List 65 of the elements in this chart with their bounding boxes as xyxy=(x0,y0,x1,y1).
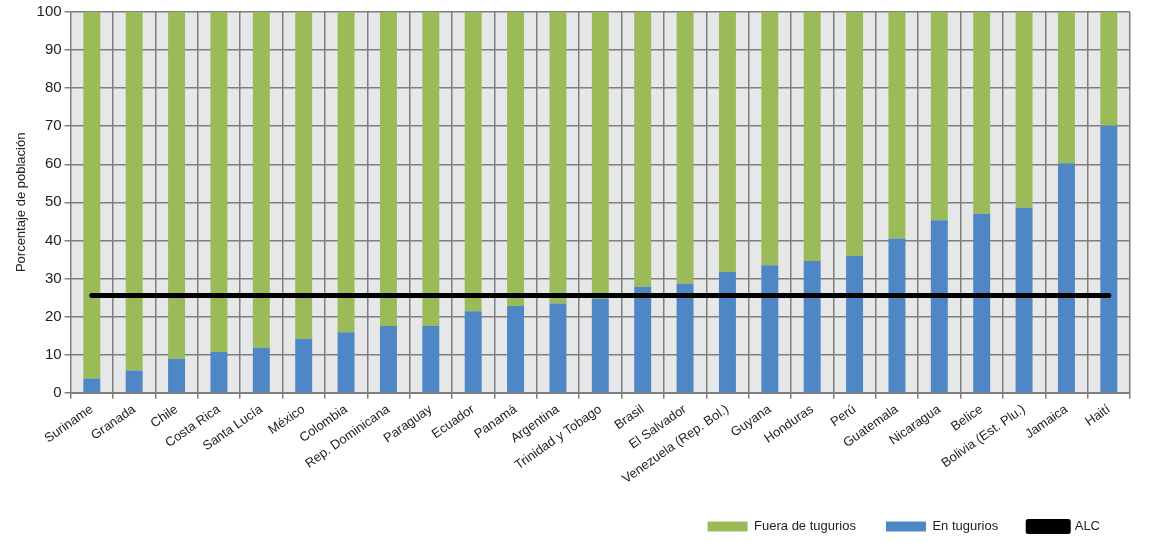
bar xyxy=(252,347,270,392)
bar xyxy=(168,12,186,359)
bar xyxy=(634,12,652,287)
y-tick-label: 60 xyxy=(44,154,62,172)
bar xyxy=(549,12,567,304)
bar xyxy=(295,12,313,339)
bar xyxy=(803,12,821,261)
legend-label: Fuera de tugurios xyxy=(754,518,857,534)
bar xyxy=(549,303,567,392)
bar xyxy=(507,12,525,306)
bar xyxy=(591,298,609,392)
bar xyxy=(422,12,440,327)
bar xyxy=(125,12,143,371)
bar xyxy=(337,332,355,392)
y-tick-label: 10 xyxy=(44,344,62,362)
bar xyxy=(973,12,991,214)
bar xyxy=(168,358,186,392)
bar xyxy=(210,12,228,352)
bar xyxy=(1015,12,1033,208)
bar xyxy=(846,256,864,392)
bar xyxy=(83,378,101,392)
y-tick-label: 50 xyxy=(44,192,62,210)
y-tick-label: 90 xyxy=(44,40,62,58)
bar xyxy=(761,12,779,266)
bar xyxy=(1100,12,1118,126)
y-tick-label: 40 xyxy=(44,230,62,248)
bar xyxy=(507,305,525,392)
bar xyxy=(210,351,228,392)
y-tick-label: 0 xyxy=(53,382,62,400)
legend-label: En tugurios xyxy=(932,518,999,534)
bar xyxy=(718,12,736,273)
bar xyxy=(718,272,736,392)
bar xyxy=(846,12,864,257)
bar xyxy=(83,12,101,379)
bar xyxy=(422,326,440,392)
bar xyxy=(295,338,313,392)
bar xyxy=(1100,125,1118,392)
y-tick-label: 70 xyxy=(44,116,62,134)
bar xyxy=(761,265,779,392)
bar xyxy=(125,370,143,392)
bar xyxy=(379,12,397,327)
bar xyxy=(676,283,694,392)
bar xyxy=(803,260,821,392)
bar xyxy=(252,12,270,348)
bar xyxy=(591,12,609,299)
y-tick-label: 100 xyxy=(36,2,62,20)
y-tick-label: 30 xyxy=(44,268,62,286)
bar xyxy=(930,12,948,221)
bar xyxy=(1057,163,1075,392)
bar xyxy=(1057,12,1075,164)
bar xyxy=(464,12,482,312)
y-tick-label: 20 xyxy=(44,306,62,324)
bar xyxy=(888,12,906,239)
bar xyxy=(676,12,694,284)
bar xyxy=(1015,207,1033,392)
bar xyxy=(337,12,355,333)
bar xyxy=(973,213,991,392)
y-axis-title: Porcentaje de población xyxy=(13,132,29,273)
bar xyxy=(464,311,482,392)
bar xyxy=(379,326,397,392)
bar xyxy=(634,286,652,392)
bar xyxy=(930,220,948,392)
bar xyxy=(888,238,906,392)
y-tick-label: 80 xyxy=(44,78,62,96)
legend-label: ALC xyxy=(1074,518,1101,534)
